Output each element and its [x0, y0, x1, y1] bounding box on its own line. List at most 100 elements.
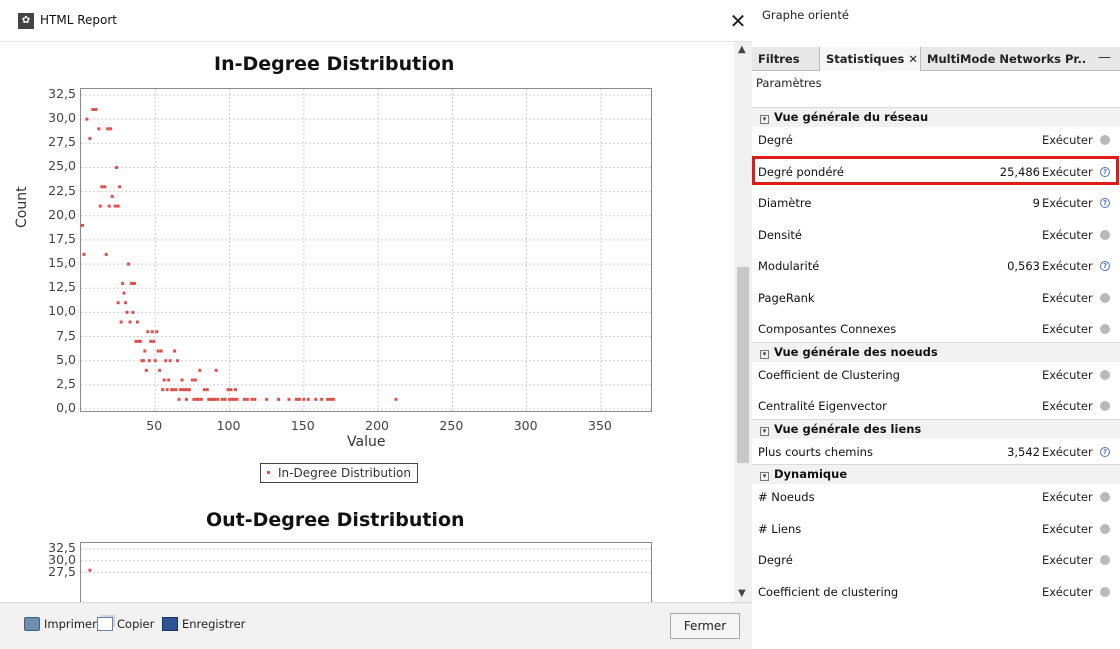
data-point [320, 397, 324, 401]
data-point [184, 397, 188, 401]
data-point [167, 378, 171, 382]
statistic-row: Degré Exécuter [752, 547, 1120, 573]
section-label: Vue générale des noeuds [774, 344, 938, 359]
y-tick-label: 27,5 [48, 134, 76, 150]
data-point [329, 397, 333, 401]
data-point [81, 223, 84, 227]
collapse-toggle-icon[interactable]: ▾ [760, 472, 769, 481]
execute-button[interactable]: Exécuter [1042, 553, 1093, 567]
statistic-name: Degré [758, 553, 793, 567]
chart-title-2: Out-Degree Distribution [206, 509, 465, 531]
copy-icon [97, 617, 113, 631]
status-dot-icon [1100, 401, 1110, 411]
collapse-toggle-icon[interactable]: ▾ [760, 115, 769, 124]
data-point [85, 117, 89, 121]
y-tick-label: 27,5 [48, 563, 76, 579]
data-point [128, 320, 132, 324]
dialog-title: HTML Report [40, 13, 117, 27]
y-tick-label: 20,0 [48, 206, 76, 222]
execute-button[interactable]: Exécuter [1042, 322, 1093, 336]
section-header[interactable]: ▾ Vue générale du réseau [752, 107, 1120, 127]
data-point [216, 397, 220, 401]
data-point [88, 568, 92, 572]
minimize-icon[interactable]: — [1098, 50, 1111, 65]
execute-button[interactable]: Exécuter [1042, 399, 1093, 413]
y-tick-label: 10,0 [48, 303, 76, 319]
tab-close-icon[interactable]: ✕ [908, 52, 918, 66]
close-icon[interactable]: ✕ [729, 9, 747, 33]
status-dot-icon [1100, 523, 1110, 534]
status-dot-icon [1100, 586, 1110, 597]
execute-button[interactable]: Exécuter [1042, 164, 1093, 179]
close-button[interactable]: Fermer [670, 613, 740, 639]
data-point [104, 252, 108, 256]
y-tick-label: 12,5 [48, 279, 76, 295]
y-tick-label: 17,5 [48, 230, 76, 246]
out-degree-plot [80, 542, 652, 602]
print-button[interactable]: Imprimer [24, 617, 97, 631]
scroll-down-icon[interactable]: ▼ [738, 588, 746, 599]
help-icon[interactable]: ? [1100, 261, 1110, 271]
execute-button[interactable]: Exécuter [1042, 290, 1093, 305]
data-point [294, 397, 298, 401]
help-icon[interactable]: ? [1100, 446, 1110, 457]
data-point [153, 359, 157, 363]
help-icon[interactable]: ? [1100, 166, 1110, 177]
save-button[interactable]: Enregistrer [162, 617, 245, 631]
data-point [229, 388, 233, 392]
section-header[interactable]: ▾ Vue générale des liens [752, 418, 1120, 439]
section-header[interactable]: ▾ Vue générale des noeuds [752, 341, 1120, 362]
data-point [192, 397, 196, 401]
data-point [214, 368, 218, 372]
collapse-toggle-icon[interactable]: ▾ [760, 426, 769, 436]
help-icon[interactable]: ? [1100, 198, 1110, 208]
tab-statistiques[interactable]: Statistiques ✕ [819, 47, 921, 71]
data-point [196, 397, 200, 401]
data-point [245, 397, 249, 401]
execute-button[interactable]: Exécuter [1042, 133, 1093, 147]
execute-button[interactable]: Exécuter [1042, 444, 1093, 459]
data-point [287, 397, 291, 401]
x-tick-label: 150 [290, 418, 315, 433]
data-point [187, 388, 191, 392]
execute-button[interactable]: Exécuter [1042, 196, 1093, 210]
statistic-name: Coefficient de clustering [758, 584, 899, 599]
report-scrollbar[interactable]: ▲ ▼ [734, 42, 752, 602]
y-tick-label: 15,0 [48, 255, 76, 271]
section-label: Vue générale des liens [774, 421, 922, 436]
scrollbar-thumb[interactable] [737, 267, 749, 463]
scroll-up-icon[interactable]: ▲ [738, 44, 746, 55]
status-dot-icon [1100, 229, 1110, 240]
statistic-value: 0,563 [1007, 259, 1040, 273]
execute-button[interactable]: Exécuter [1042, 521, 1093, 536]
copy-button[interactable]: Copier [97, 617, 154, 631]
data-point [174, 388, 178, 392]
data-point [143, 349, 147, 353]
x-tick-label: 250 [439, 418, 464, 433]
graph-type-label: Graphe orienté [762, 8, 849, 22]
execute-button[interactable]: Exécuter [1042, 367, 1093, 382]
execute-button[interactable]: Exécuter [1042, 490, 1093, 504]
data-point [302, 397, 306, 401]
execute-button[interactable]: Exécuter [1042, 584, 1093, 599]
execute-button[interactable]: Exécuter [1042, 259, 1093, 273]
status-dot-icon [1100, 324, 1110, 334]
data-point [134, 339, 138, 343]
status-dot-icon [1100, 292, 1110, 303]
collapse-toggle-icon[interactable]: ▾ [760, 349, 769, 359]
dialog-button-bar: Imprimer Copier Enregistrer Fermer [0, 602, 752, 649]
data-point [190, 378, 194, 382]
data-point [103, 185, 107, 189]
tab-multimode-networks[interactable]: MultiMode Networks Pr... [927, 52, 1085, 66]
chart-legend: In-Degree Distribution [260, 463, 418, 483]
data-point [88, 136, 92, 140]
statistic-name: Centralité Eigenvector [758, 399, 887, 413]
data-point [110, 194, 114, 198]
report-content: In-Degree Distribution Count Value 0,0 2,… [0, 42, 734, 602]
x-tick-label: 350 [588, 418, 612, 433]
statistic-name: Coefficient de Clustering [758, 367, 900, 382]
execute-button[interactable]: Exécuter [1042, 227, 1093, 242]
tab-filtres[interactable]: Filtres [758, 52, 800, 66]
section-header[interactable]: ▾ Dynamique [752, 464, 1120, 484]
data-point [97, 127, 101, 131]
